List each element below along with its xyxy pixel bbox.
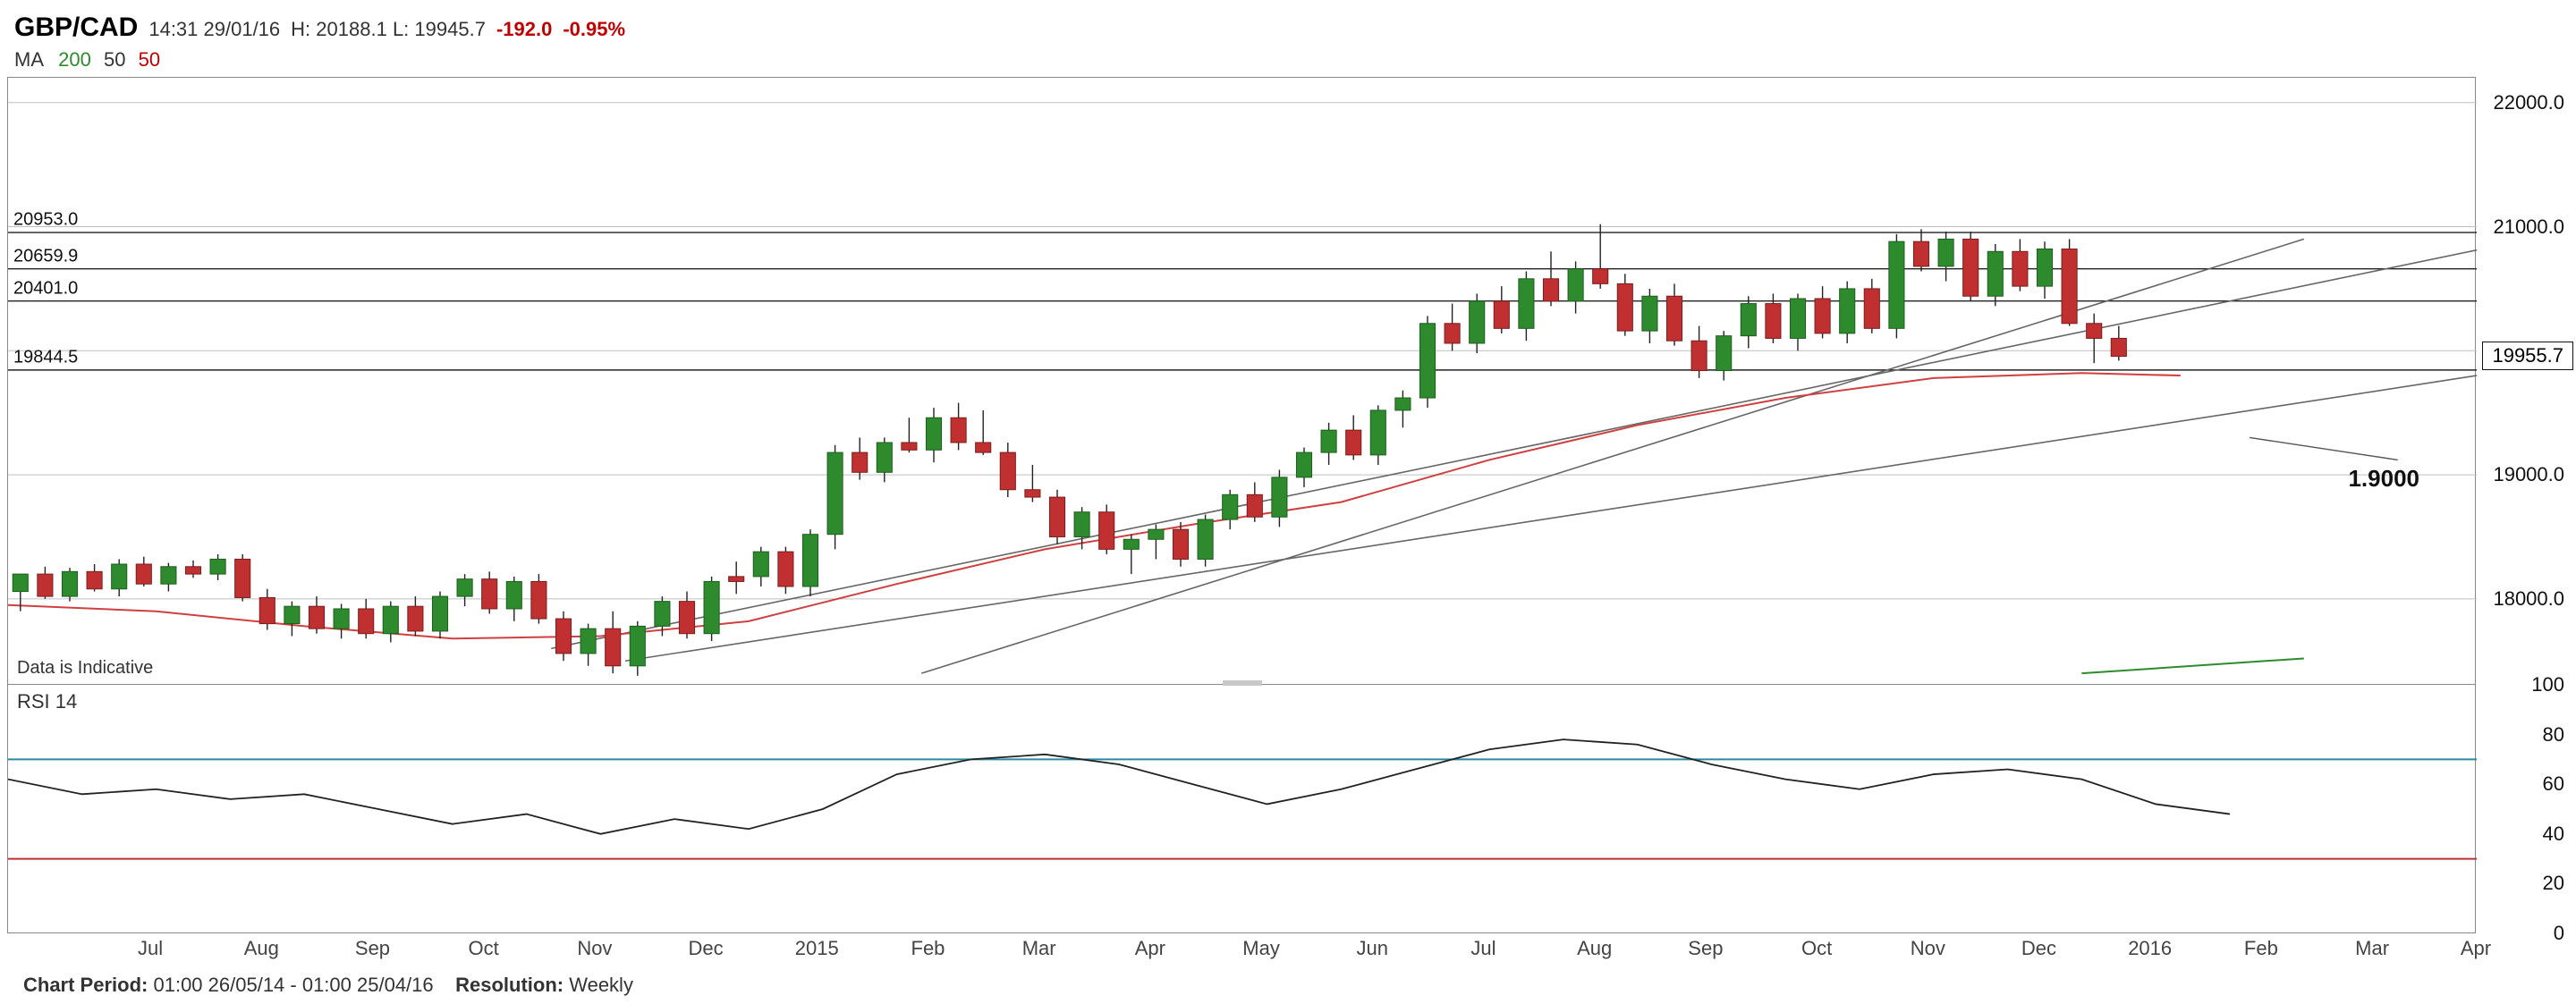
high-label: H: [291, 18, 310, 40]
instrument-symbol: GBP/CAD [14, 13, 138, 43]
xaxis-tick: Mar [2355, 937, 2389, 960]
chart-container: Data is Indicative 18000.019000.020000.0… [7, 77, 2476, 973]
xaxis-tick: Jul [1470, 937, 1496, 960]
high-group: H: 20188.1 L: 19945.7 [291, 18, 486, 41]
price-annotation: 1.9000 [2348, 465, 2419, 493]
xaxis-row: Jul Aug Sep Oct Nov Dec 2015 Feb Mar Apr May Jun Jul… [7, 937, 2476, 973]
xaxis-tick: Nov [577, 937, 612, 960]
ma-label: MA [14, 48, 44, 71]
resolution-label: Resolution: [455, 974, 564, 996]
period-label: Chart Period: [23, 974, 148, 996]
price-yaxis: 18000.019000.020000.021000.022000.0 [2475, 78, 2564, 684]
xaxis-tick: Oct [469, 937, 499, 960]
xaxis-tick: Apr [2461, 937, 2491, 960]
change-pct: -0.95% [563, 18, 625, 41]
rsi-title: RSI 14 [17, 690, 77, 713]
high-value: 20188.1 [316, 18, 387, 40]
rsi-pane[interactable]: RSI 14 020406080100 [7, 685, 2476, 933]
xaxis-tick: Sep [1688, 937, 1723, 960]
xaxis-tick: Apr [1135, 937, 1165, 960]
xaxis-tick: Aug [244, 937, 279, 960]
ma-period-3: 50 [139, 48, 160, 71]
period-value: 01:00 26/05/14 - 01:00 25/04/16 [153, 974, 433, 996]
current-price-tag: 19955.7 [2482, 342, 2573, 370]
xaxis-tick: Dec [2021, 937, 2056, 960]
xaxis-tick: Sep [355, 937, 390, 960]
chart-header: GBP/CAD 14:31 29/01/16 H: 20188.1 L: 199… [0, 0, 2576, 46]
xaxis-tick: Jun [1357, 937, 1388, 960]
ma-period-1: 200 [58, 48, 91, 71]
xaxis-tick: Feb [2244, 937, 2278, 960]
ma-period-2: 50 [104, 48, 125, 71]
xaxis-tick: 2015 [795, 937, 839, 960]
ma-indicator-row: MA 200 50 50 [0, 46, 2576, 77]
xaxis-tick: Oct [1801, 937, 1832, 960]
price-pane[interactable]: Data is Indicative 18000.019000.020000.0… [7, 77, 2476, 685]
low-label: L: [393, 18, 409, 40]
xaxis-tick: Feb [911, 937, 945, 960]
xaxis-tick: Jul [138, 937, 163, 960]
price-svg [8, 78, 2477, 686]
rsi-yaxis: 020406080100 [2475, 685, 2564, 932]
data-indicative-label: Data is Indicative [17, 658, 153, 679]
resolution-value: Weekly [569, 974, 633, 996]
xaxis-tick: Aug [1577, 937, 1612, 960]
low-value: 19945.7 [414, 18, 486, 40]
xaxis-tick: Mar [1022, 937, 1056, 960]
xaxis-tick: Dec [689, 937, 724, 960]
xaxis-tick: Nov [1911, 937, 1945, 960]
chart-footer: Chart Period: 01:00 26/05/14 - 01:00 25/… [23, 974, 633, 997]
rsi-svg [8, 685, 2477, 933]
change-value: -192.0 [496, 18, 552, 41]
xaxis-tick: 2016 [2128, 937, 2172, 960]
timestamp: 14:31 29/01/16 [148, 18, 280, 41]
xaxis-tick: May [1242, 937, 1280, 960]
